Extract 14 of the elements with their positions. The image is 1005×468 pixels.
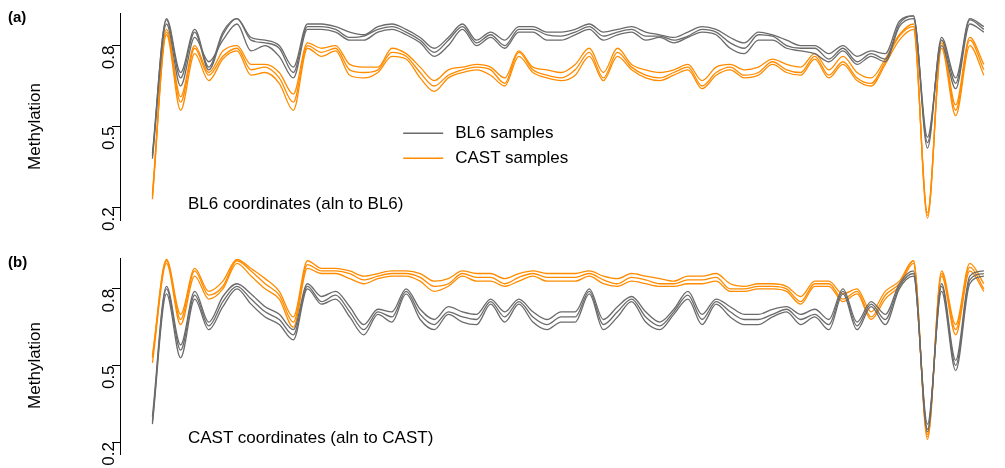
y-tick-label: 0.8 [98,45,118,70]
legend-label: BL6 samples [455,122,554,142]
y-tick-label: 0.2 [98,207,118,231]
y-tick-label: 0.5 [98,365,118,390]
y-tick-label: 0.8 [98,288,118,313]
text: (b) [8,253,28,270]
y-axis-title: Methylation [25,82,44,170]
annotation: CAST coordinates (aln to CAST) [188,427,434,447]
legend-label: CAST samples [455,147,569,167]
y-axis-title: Methylation [25,321,44,409]
y-tick-label: 0.5 [98,126,118,151]
annotation: BL6 coordinates (aln to BL6) [188,193,404,213]
text: (a) [8,8,27,25]
y-tick-label: 0.2 [98,442,118,466]
